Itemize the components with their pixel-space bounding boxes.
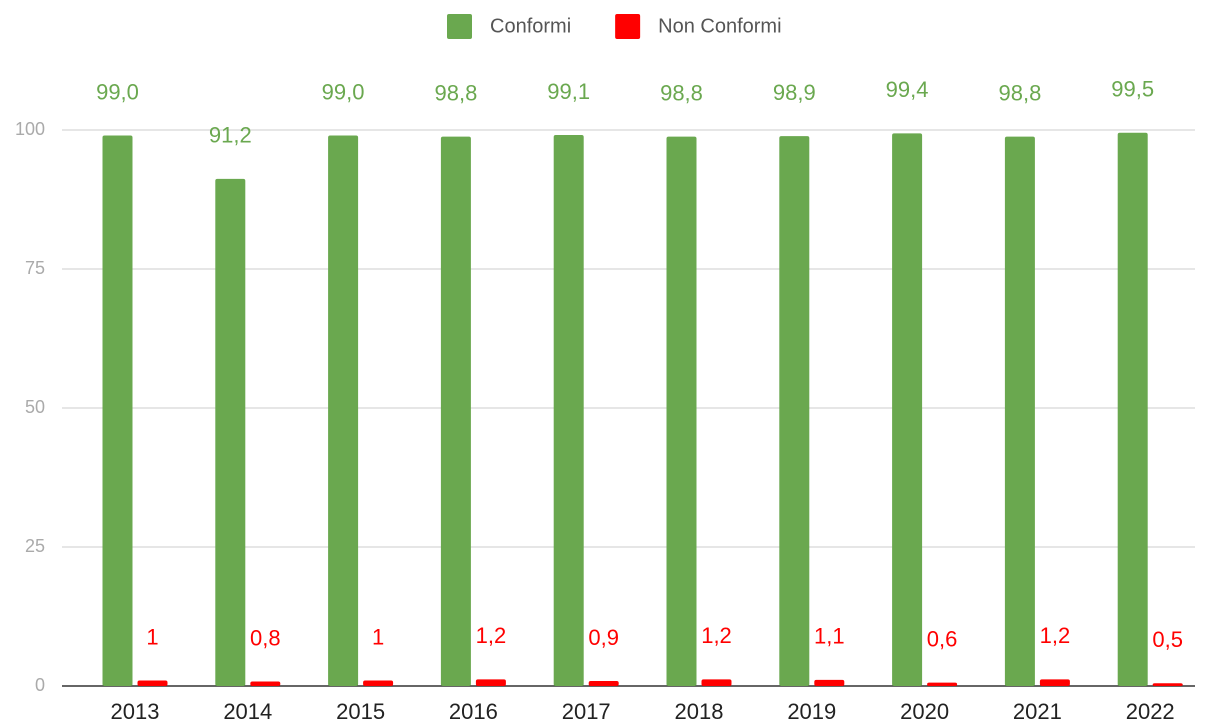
x-tick-label: 2015	[336, 699, 385, 724]
data-label: 98,8	[434, 80, 477, 105]
y-tick-label: 50	[25, 397, 45, 417]
data-label: 99,0	[96, 79, 139, 104]
bar	[588, 680, 619, 686]
data-label: 98,9	[773, 80, 816, 105]
y-tick-label: 75	[25, 258, 45, 278]
bar	[814, 679, 845, 686]
bar	[553, 135, 584, 686]
x-tick-label: 2020	[900, 699, 949, 724]
data-label: 99,0	[322, 79, 365, 104]
data-label: 99,5	[1111, 77, 1154, 102]
x-tick-label: 2019	[787, 699, 836, 724]
y-tick-label: 100	[15, 119, 45, 139]
legend-swatch	[615, 14, 641, 39]
y-tick-label: 25	[25, 536, 45, 556]
data-label: 99,4	[886, 77, 929, 102]
data-label: 1,2	[1040, 623, 1071, 648]
x-tick-label: 2022	[1126, 699, 1175, 724]
data-label: 98,8	[660, 80, 703, 105]
data-label: 99,1	[547, 79, 590, 104]
data-label: 0,6	[927, 626, 958, 651]
bar	[1152, 683, 1183, 686]
x-tick-label: 2013	[111, 699, 160, 724]
data-label: 1,2	[701, 623, 732, 648]
y-tick-label: 0	[35, 675, 45, 695]
legend-label: Conformi	[490, 15, 571, 37]
x-tick-label: 2014	[223, 699, 272, 724]
x-tick-label: 2016	[449, 699, 498, 724]
data-label: 0,8	[250, 625, 281, 650]
bar	[666, 136, 697, 686]
bar	[250, 681, 281, 686]
bar	[779, 136, 810, 687]
data-label: 1,1	[814, 624, 845, 649]
bar	[215, 178, 246, 687]
bar	[1039, 679, 1070, 686]
data-label: 0,5	[1152, 627, 1183, 652]
bar	[475, 679, 506, 686]
bar	[363, 680, 394, 686]
data-label: 1	[372, 624, 384, 649]
x-tick-label: 2018	[675, 699, 724, 724]
bar	[927, 682, 958, 686]
data-label: 0,9	[588, 625, 619, 650]
legend-label: Non Conformi	[658, 15, 781, 37]
data-label: 1	[146, 624, 158, 649]
data-label: 91,2	[209, 123, 252, 148]
bar	[102, 135, 133, 686]
data-label: 1,2	[476, 623, 507, 648]
data-label: 98,8	[998, 80, 1041, 105]
bar	[701, 679, 732, 686]
bar	[328, 135, 359, 686]
bar	[1117, 132, 1148, 686]
bar	[1004, 136, 1035, 686]
bar	[137, 680, 168, 686]
x-tick-label: 2021	[1013, 699, 1062, 724]
x-tick-label: 2017	[562, 699, 611, 724]
bar	[892, 133, 923, 686]
legend-swatch	[447, 14, 472, 39]
bar	[440, 136, 471, 686]
